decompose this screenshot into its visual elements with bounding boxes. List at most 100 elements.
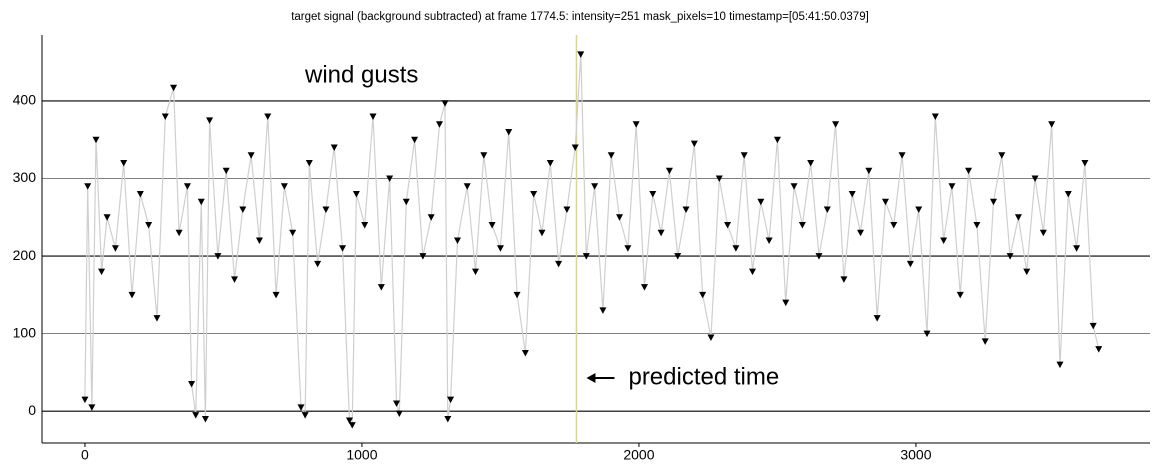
- annotation: wind gusts: [304, 61, 418, 88]
- point: [361, 222, 369, 229]
- arrow-head: [586, 373, 596, 383]
- point: [931, 113, 939, 120]
- point: [145, 222, 153, 229]
- point: [348, 422, 356, 429]
- x-tick-label: 0: [81, 447, 89, 463]
- point: [301, 412, 309, 419]
- point: [571, 144, 579, 151]
- point: [369, 113, 377, 120]
- point: [330, 144, 338, 151]
- point: [402, 198, 410, 206]
- y-tick-label: 400: [13, 92, 37, 108]
- point: [848, 191, 856, 198]
- point: [1064, 191, 1072, 198]
- point: [435, 121, 443, 128]
- point: [915, 206, 923, 214]
- point: [1048, 121, 1056, 128]
- point: [815, 253, 823, 260]
- point: [873, 315, 881, 322]
- point: [757, 198, 765, 206]
- point: [161, 113, 169, 120]
- point: [555, 260, 563, 268]
- point: [857, 229, 865, 237]
- y-tick-label: 200: [13, 247, 37, 263]
- point: [1006, 253, 1014, 260]
- point: [322, 206, 330, 214]
- point: [214, 253, 222, 260]
- point: [1014, 214, 1022, 221]
- point: [740, 152, 748, 159]
- point: [765, 237, 773, 245]
- point: [1031, 175, 1039, 182]
- point: [563, 206, 571, 214]
- point: [339, 245, 347, 252]
- point: [948, 183, 956, 190]
- point: [153, 315, 161, 322]
- point: [314, 260, 322, 268]
- point: [411, 136, 419, 144]
- point: [188, 381, 196, 388]
- point: [120, 159, 128, 167]
- point: [582, 253, 590, 260]
- point: [530, 191, 538, 198]
- point: [505, 128, 513, 136]
- point: [989, 198, 997, 206]
- point: [699, 291, 707, 299]
- point: [782, 299, 790, 307]
- point: [616, 214, 624, 221]
- point: [513, 291, 521, 299]
- point: [865, 167, 873, 175]
- point: [707, 334, 715, 342]
- point: [206, 117, 214, 124]
- point: [128, 291, 136, 299]
- point: [965, 167, 973, 175]
- point: [981, 338, 989, 345]
- point: [973, 222, 981, 229]
- point: [98, 268, 106, 276]
- point: [1089, 322, 1097, 330]
- point: [395, 410, 403, 418]
- point: [222, 167, 230, 175]
- point: [345, 417, 353, 425]
- point: [247, 152, 255, 159]
- point: [690, 140, 698, 148]
- chart-title: target signal (background subtracted) at…: [291, 11, 869, 23]
- point: [192, 412, 200, 419]
- point: [674, 253, 682, 260]
- point: [377, 284, 385, 291]
- point: [463, 183, 471, 190]
- point: [906, 260, 914, 268]
- point: [1081, 159, 1089, 167]
- point: [84, 183, 92, 190]
- point: [823, 206, 831, 214]
- point: [591, 183, 599, 190]
- y-tick-label: 100: [13, 324, 37, 340]
- point: [682, 206, 690, 214]
- point: [1023, 268, 1031, 276]
- point: [472, 268, 480, 276]
- point: [599, 307, 607, 314]
- point: [480, 152, 488, 159]
- point: [665, 167, 673, 175]
- y-tick-label: 300: [13, 169, 37, 185]
- point: [447, 396, 455, 404]
- point: [231, 276, 239, 283]
- signal-line: [84, 54, 1100, 428]
- point: [649, 191, 657, 198]
- point: [640, 284, 648, 291]
- point: [798, 222, 806, 229]
- point: [624, 245, 632, 252]
- point: [170, 84, 178, 92]
- point: [81, 396, 89, 404]
- point: [715, 175, 723, 182]
- point: [427, 214, 435, 221]
- point: [386, 175, 394, 182]
- point: [538, 229, 546, 237]
- annotation: predicted time: [628, 363, 779, 390]
- point: [521, 350, 529, 357]
- point: [790, 183, 798, 190]
- point: [577, 51, 585, 58]
- point: [807, 159, 815, 167]
- point: [444, 415, 452, 423]
- point: [297, 404, 305, 411]
